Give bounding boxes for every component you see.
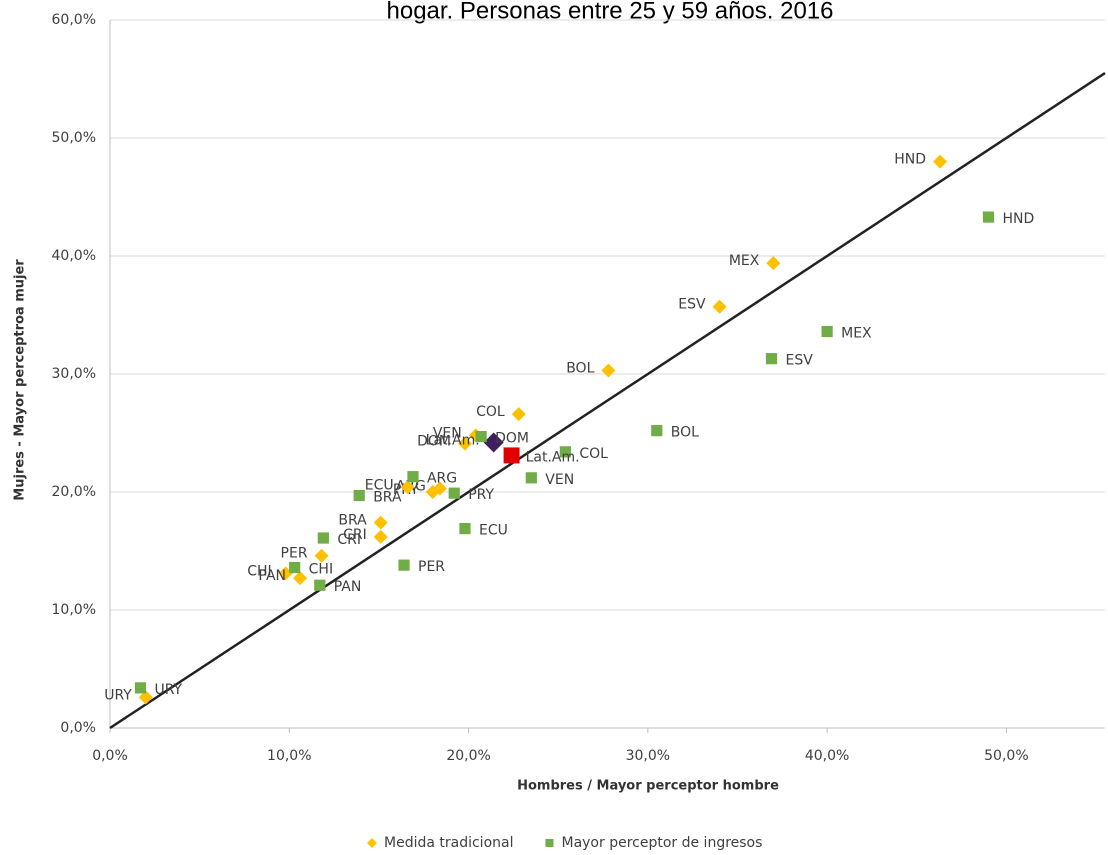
point [601,363,616,378]
legend-marker [545,839,554,847]
point-label: CHI [309,562,333,578]
x-tick-label: 10,0% [267,748,311,764]
point-label: ECU [479,523,508,539]
point [314,548,329,563]
point [317,532,329,544]
point [459,522,471,535]
y-tick-label: 40,0% [52,248,96,264]
y-tick-label: 0,0% [60,720,96,736]
point-label: DOM [417,434,451,450]
point-label: HND [894,152,926,168]
point [503,447,520,464]
point [766,256,781,271]
point-label: DOM [495,431,529,447]
point [134,682,147,694]
point-label: BOL [671,425,699,441]
x-axis-label: Hombres / Mayor perceptor hombre [517,779,779,794]
y-tick-label: 20,0% [52,484,96,500]
x-tick-label: 40,0% [805,748,849,764]
y-tick-label: 60,0% [52,12,96,28]
point-label: VEN [433,425,462,441]
y-tick-label: 10,0% [52,602,96,618]
reference-line [109,72,1106,730]
y-tick-label: 50,0% [52,130,96,146]
point-label: URY [154,682,182,698]
point [651,425,663,437]
point-label: PER [418,559,445,575]
point-label: BRA [373,490,402,506]
legend-label: Medida tradicional [384,835,513,851]
point-label: URY [104,687,132,703]
point [933,154,948,169]
point-label: BRA [338,513,367,529]
point-label: CRI [343,527,367,543]
x-tick-label: 20,0% [446,748,490,764]
y-tick-label: 30,0% [52,366,96,382]
point-label: PAN [258,568,286,584]
point [457,436,472,451]
point-label: MEX [729,253,760,269]
legend-marker [367,838,377,848]
chart-title: hogar. Personas entre 25 y 59 años. 2016 [387,0,834,24]
point [138,690,153,705]
point [511,407,526,422]
point-label: HND [1002,211,1034,227]
point [353,489,365,502]
point-label: ARG [427,471,457,487]
point [398,559,410,571]
point-label: BOL [566,360,594,376]
point [559,446,571,458]
point-label: PRY [468,487,494,503]
point [373,515,388,530]
x-tick-label: 0,0% [92,748,128,764]
point-label: MEX [841,326,872,342]
point [765,353,778,365]
point [373,529,388,544]
point [712,299,727,314]
point [314,579,326,591]
point [483,432,504,453]
x-tick-label: 30,0% [626,748,670,764]
point-label: ECU [365,477,394,493]
point [407,471,419,483]
point [289,561,301,574]
point [475,430,487,443]
x-tick-label: 50,0% [984,748,1028,764]
point-label: CHI [247,563,271,579]
point [525,472,537,484]
point-label: Lat.Am. [426,432,480,448]
point [448,487,460,499]
y-axis-label: Mujres - Mayor perceptroa mujer [13,259,28,501]
point-label: COL [476,404,505,420]
point [400,480,415,495]
point [821,325,833,338]
point-label: CRI [337,532,361,548]
point-label: VEN [545,472,574,488]
point [293,571,308,586]
point-label: COL [579,446,608,462]
point-label: PAN [334,579,362,595]
point-label: ESV [786,353,814,369]
point-label: Lat.Am. [526,449,580,465]
legend-label: Mayor perceptor de ingresos [561,835,762,851]
point-label: ESV [678,297,706,313]
point [425,485,440,499]
point [982,211,995,223]
point-label: PER [281,546,308,562]
